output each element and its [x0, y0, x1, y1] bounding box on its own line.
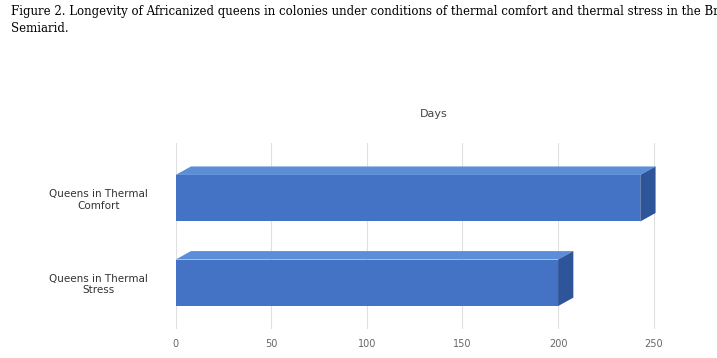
Text: Days: Days — [420, 109, 447, 119]
Polygon shape — [640, 166, 655, 222]
Polygon shape — [558, 251, 574, 306]
Polygon shape — [176, 166, 655, 175]
Polygon shape — [176, 251, 574, 260]
Text: Figure 2. Longevity of Africanized queens in colonies under conditions of therma: Figure 2. Longevity of Africanized queen… — [11, 5, 717, 35]
Bar — [176, 260, 558, 306]
Bar — [176, 175, 640, 222]
